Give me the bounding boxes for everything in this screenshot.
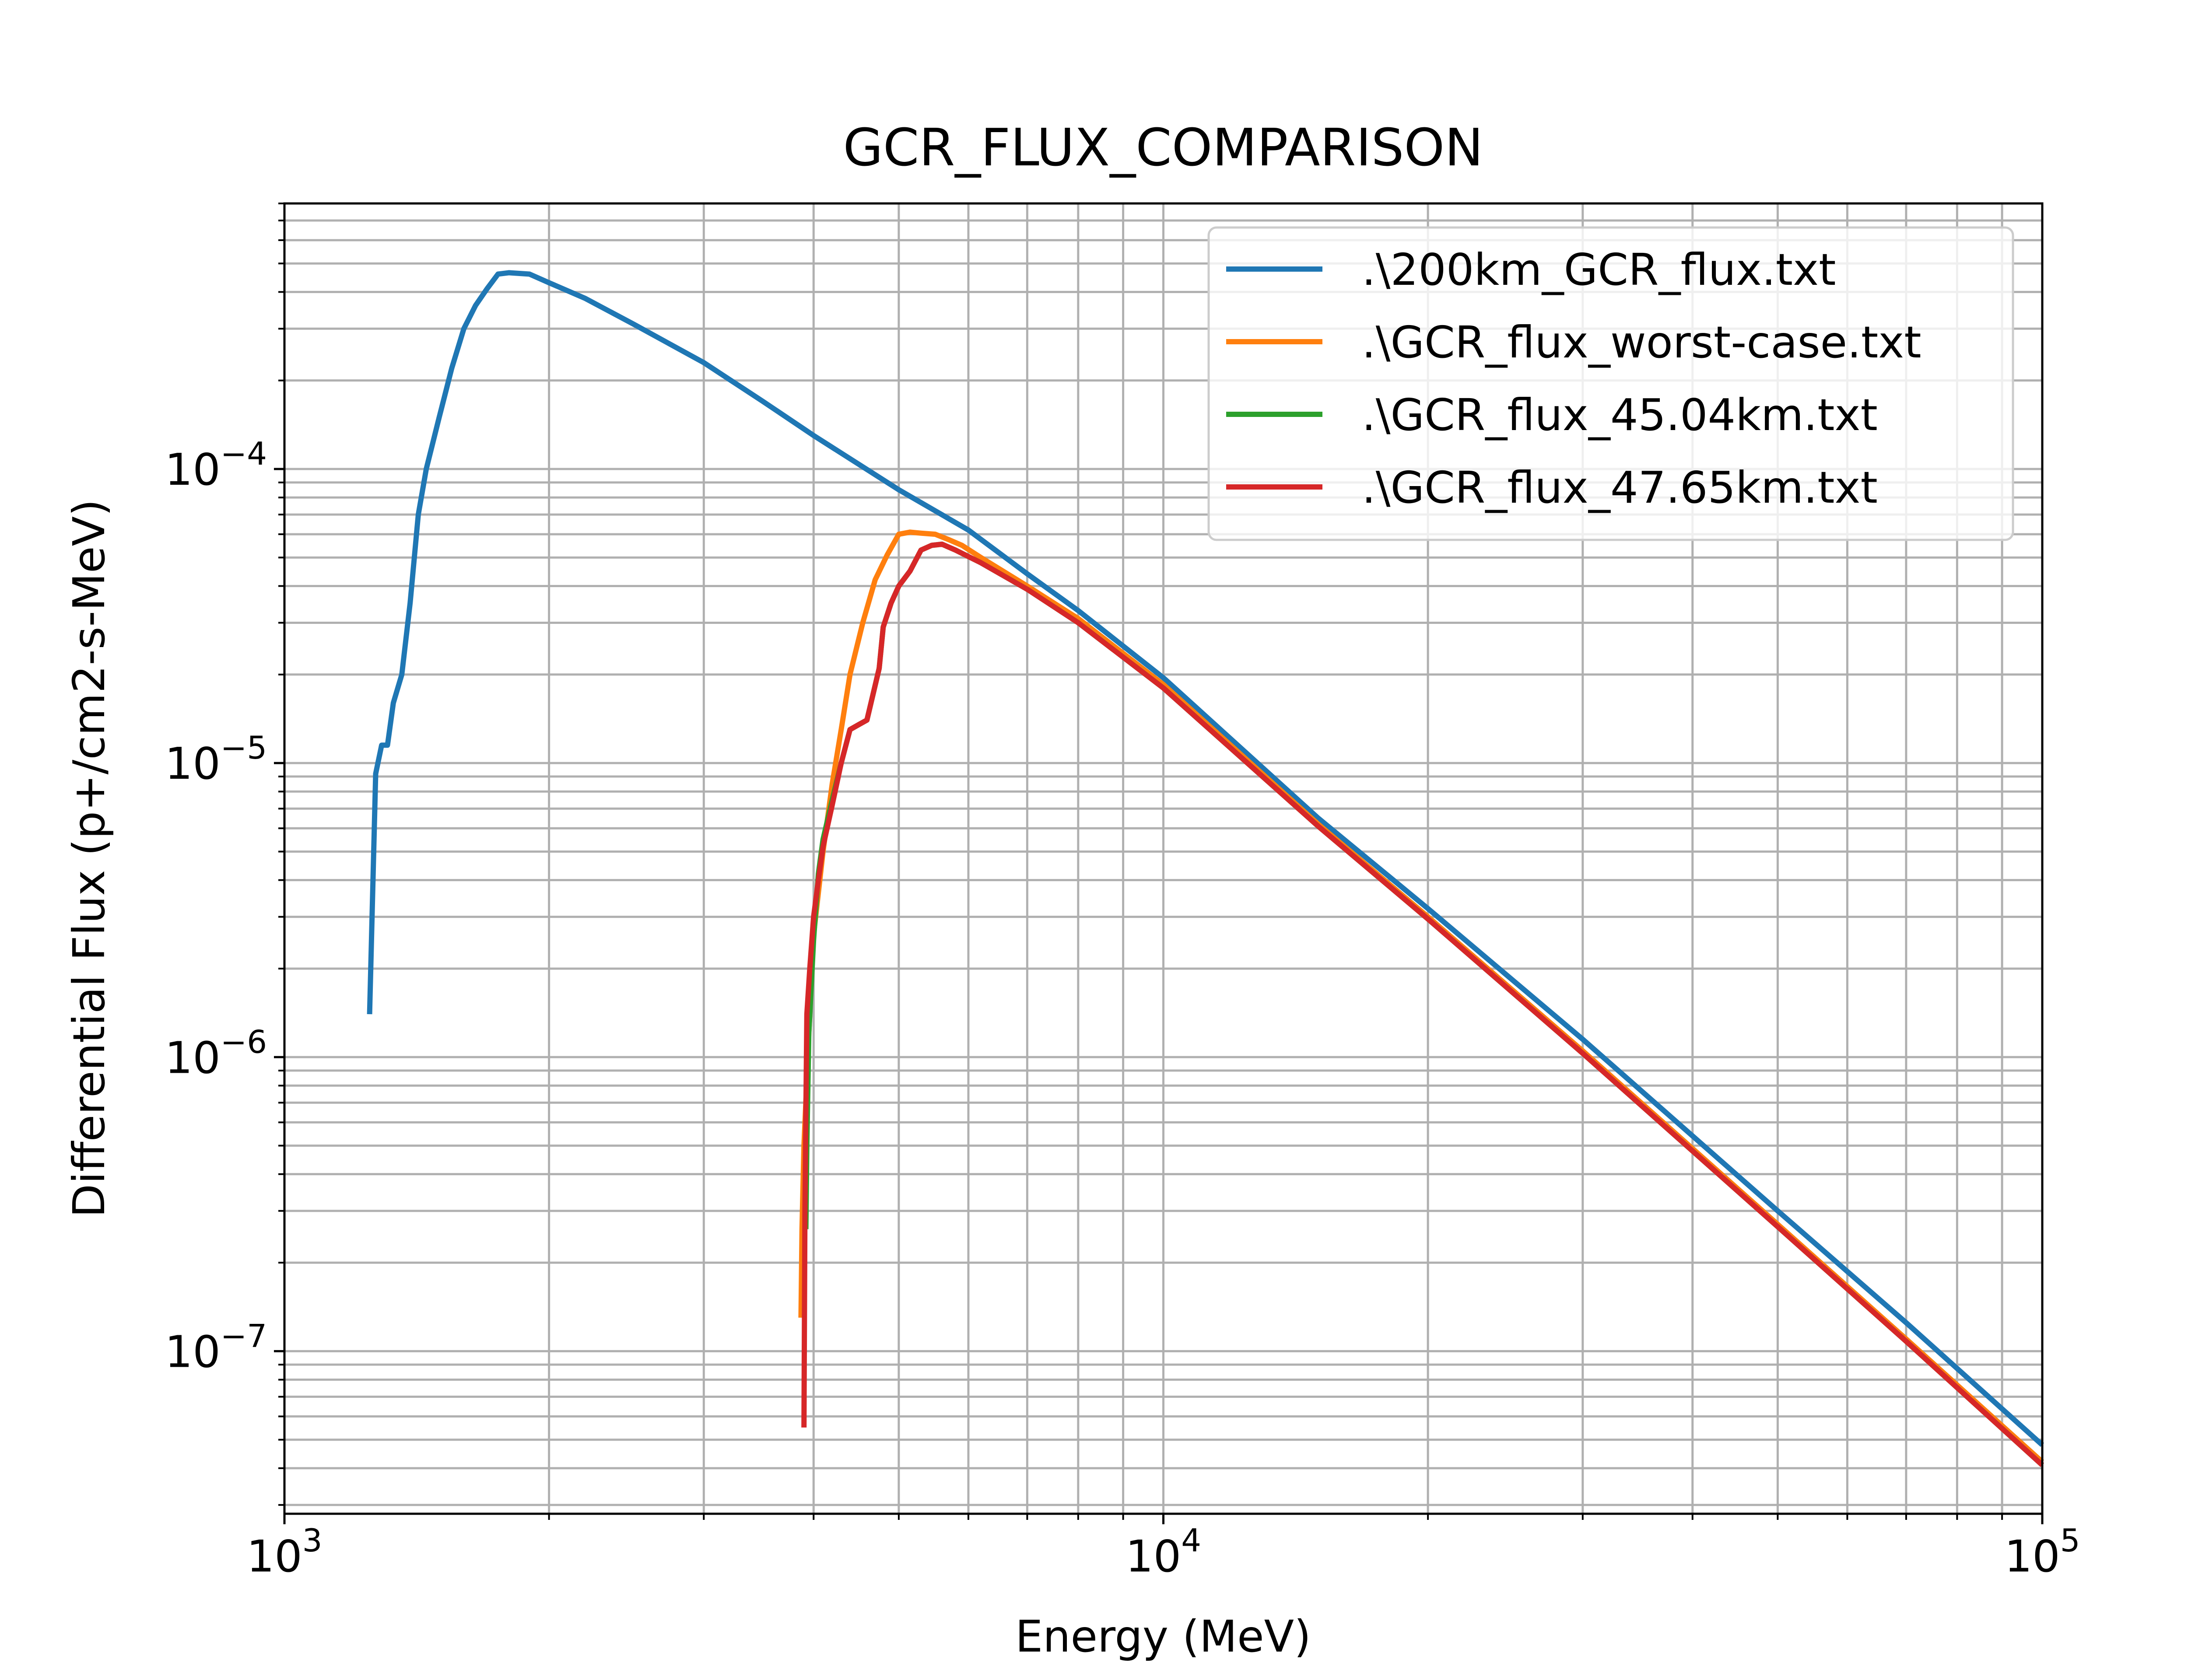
legend-label: .\GCR_flux_45.04km.txt [1362, 389, 1878, 441]
x-tick-label-exponent: 4 [1181, 1522, 1201, 1559]
y-tick-label: 10−5 [165, 729, 267, 789]
y-tick-label-exponent: −6 [221, 1023, 267, 1060]
x-tick-label-base: 10 [246, 1531, 302, 1582]
chart-title: GCR_FLUX_COMPARISON [843, 117, 1483, 178]
y-axis-label: Differential Flux (p+/cm2-s-MeV) [63, 499, 115, 1218]
series-layer [367, 270, 2044, 1467]
y-tick-label-base: 10 [165, 1032, 221, 1083]
y-tick-label-base: 10 [165, 1326, 221, 1377]
y-tick-label: 10−7 [165, 1317, 267, 1377]
x-tick-label: 103 [246, 1522, 322, 1582]
y-tick-label-exponent: −7 [221, 1317, 267, 1354]
series-line-1 [367, 270, 2044, 1447]
series-line-4 [801, 541, 2044, 1467]
y-tick-label-base: 10 [165, 738, 221, 789]
y-tick-label-exponent: −4 [221, 435, 267, 472]
x-tick-label-exponent: 3 [302, 1522, 323, 1559]
x-tick-label: 105 [2004, 1522, 2080, 1582]
y-tick-label-exponent: −5 [221, 729, 267, 766]
x-tick-label: 104 [1126, 1522, 1201, 1582]
x-axis-label: Energy (MeV) [1015, 1611, 1311, 1662]
legend-label: .\GCR_flux_47.65km.txt [1362, 462, 1878, 513]
legend-label: .\GCR_flux_worst-case.txt [1362, 317, 1922, 368]
legend: .\200km_GCR_flux.txt .\GCR_flux_worst-cas… [1207, 226, 2014, 541]
x-tick-label-base: 10 [1126, 1531, 1181, 1582]
y-tick-label-base: 10 [165, 444, 221, 495]
axis-ticks [274, 203, 2044, 1524]
x-tick-label-exponent: 5 [2060, 1522, 2080, 1559]
y-tick-label: 10−4 [165, 435, 267, 495]
legend-label: .\200km_GCR_flux.txt [1362, 244, 1836, 295]
y-tick-label: 10−6 [165, 1023, 267, 1083]
legend-box [1207, 226, 2014, 541]
x-tick-label-base: 10 [2004, 1531, 2060, 1582]
